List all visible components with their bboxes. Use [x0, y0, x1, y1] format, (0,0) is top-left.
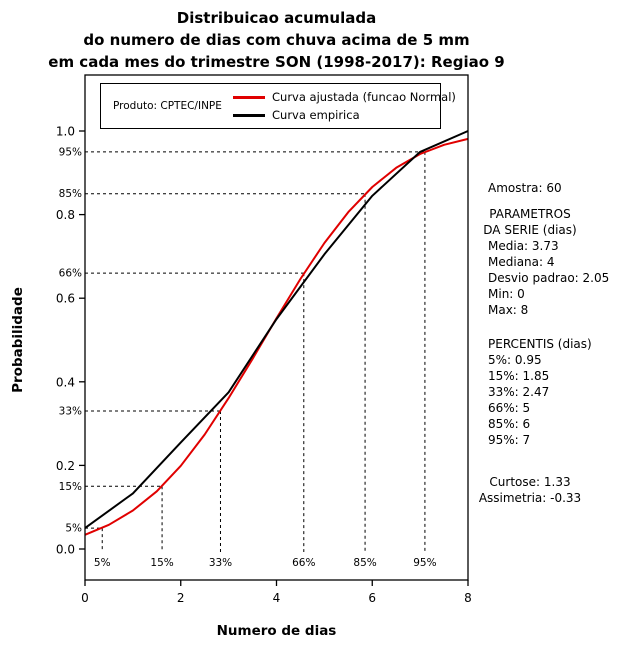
- y-tick-label-0.8: 0.8: [56, 208, 75, 222]
- guide-bottom-label-33%: 33%: [209, 557, 232, 569]
- empirical-curve-line-swatch: [233, 113, 265, 117]
- y-tick-label-0.2: 0.2: [56, 459, 75, 473]
- percentile-33: 33%: 2.47: [488, 385, 550, 399]
- fitted-curve-line-swatch: [233, 95, 265, 99]
- y-tick-label-0.4: 0.4: [56, 375, 75, 389]
- curve-empirical: [84, 130, 469, 529]
- stat-desvio-padrao: Desvio padrao: 2.05: [488, 271, 610, 285]
- stats-panel: Amostra: 60 PARAMETROS DA SERIE (dias) M…: [478, 0, 640, 660]
- guide-left-label-66%: 66%: [59, 268, 82, 280]
- legend-box: Produto: CPTEC/INPE Curva ajustada (func…: [100, 83, 456, 129]
- guide-left-label-15%: 15%: [59, 481, 82, 493]
- parameters-header-2: DA SERIE (dias): [483, 223, 577, 237]
- plot-border: [84, 74, 469, 581]
- percentile-15: 15%: 1.85: [488, 369, 550, 383]
- percentile-5: 5%: 0.95: [488, 353, 542, 367]
- empirical-curve-label: Curva empirica: [272, 108, 360, 122]
- x-tick-label-0: 0: [81, 591, 89, 605]
- guide-bottom-label-5%: 5%: [94, 557, 111, 569]
- guide-bottom-label-85%: 85%: [353, 557, 376, 569]
- guide-left-label-5%: 5%: [65, 523, 82, 535]
- legend-entries: Curva ajustada (funcao Normal) Curva emp…: [233, 88, 456, 124]
- x-tick-label-4: 4: [273, 591, 281, 605]
- y-axis-title: Probabilidade: [10, 287, 26, 393]
- stat-max: Max: 8: [488, 303, 529, 317]
- fitted-curve-label: Curva ajustada (funcao Normal): [272, 90, 456, 104]
- sample-size-text: Amostra: 60: [488, 181, 562, 195]
- x-axis-title: Numero de dias: [217, 623, 337, 639]
- legend-entry-empirical-curve: Curva empirica: [233, 106, 456, 124]
- x-tick-label-6: 6: [368, 591, 376, 605]
- stat-mediana: Mediana: 4: [488, 255, 555, 269]
- guide-bottom-label-66%: 66%: [292, 557, 315, 569]
- product-label: Produto: CPTEC/INPE: [113, 100, 222, 112]
- y-tick-label-1: 1.0: [56, 125, 75, 139]
- stat-min: Min: 0: [488, 287, 525, 301]
- y-tick-label-0: 0.0: [56, 543, 75, 557]
- guide-left-label-85%: 85%: [59, 188, 82, 200]
- percentile-85: 85%: 6: [488, 417, 531, 431]
- y-tick-label-0.6: 0.6: [56, 292, 75, 306]
- title-line-1: Distribuicao acumulada: [176, 9, 377, 27]
- percentile-95: 95%: 7: [488, 433, 531, 447]
- guide-left-label-95%: 95%: [59, 146, 82, 158]
- stat-assimetria: Assimetria: -0.33: [478, 491, 582, 505]
- stat-curtose: Curtose: 1.33: [489, 475, 571, 489]
- x-tick-label-8: 8: [464, 591, 472, 605]
- chart-title: Distribuicao acumulada do numero de dias…: [0, 7, 553, 73]
- percentiles-header: PERCENTIS (dias): [488, 337, 592, 351]
- stat-media: Media: 3.73: [488, 239, 559, 253]
- legend-entry-fitted-curve: Curva ajustada (funcao Normal): [233, 88, 456, 106]
- title-line-2: do numero de dias com chuva acima de 5 m…: [83, 31, 470, 49]
- percentile-66: 66%: 5: [488, 401, 531, 415]
- parameters-header-1: PARAMETROS: [489, 207, 571, 221]
- title-line-3: em cada mes do trimestre SON (1998-2017)…: [48, 53, 505, 71]
- curve-fitted-normal: [84, 137, 469, 536]
- guide-bottom-label-95%: 95%: [413, 557, 436, 569]
- guide-left-label-33%: 33%: [59, 406, 82, 418]
- x-tick-label-2: 2: [177, 591, 185, 605]
- guide-bottom-label-15%: 15%: [150, 557, 173, 569]
